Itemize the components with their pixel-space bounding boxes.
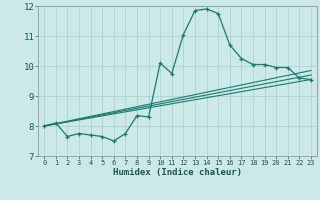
X-axis label: Humidex (Indice chaleur): Humidex (Indice chaleur) (113, 168, 242, 177)
